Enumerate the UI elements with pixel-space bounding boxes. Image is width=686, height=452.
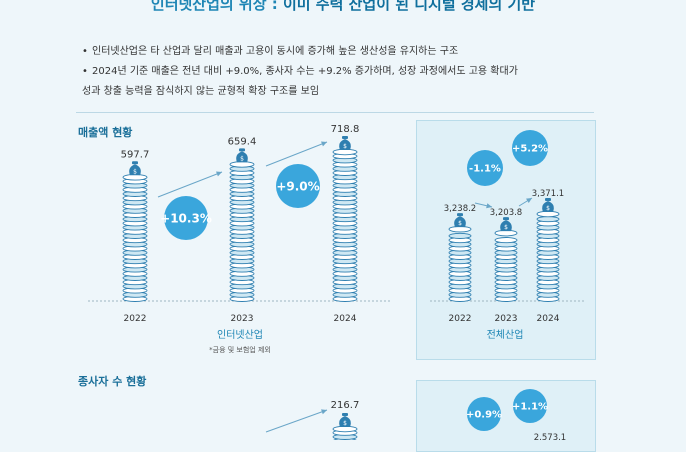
page-title: 인터넷산업의 위상 : 이미 주력 산업이 된 디지털 경제의 기반 bbox=[0, 0, 686, 14]
intro-bullet-2-line-1: 2024년 기준 매출은 전년 대비 +9.0%, 종사자 수는 +9.2% 증… bbox=[92, 66, 518, 77]
chart1-xlabel: 인터넷산업 bbox=[217, 328, 263, 341]
chart1-bar-2022: $ bbox=[122, 161, 148, 302]
chart1-value-label-2024: 718.8 bbox=[331, 124, 360, 135]
chart1-tick-2022: 2022 bbox=[124, 314, 147, 324]
svg-text:+9.0%: +9.0% bbox=[276, 179, 319, 193]
chart1-value-label-2022: 597.7 bbox=[121, 149, 150, 160]
svg-text:$: $ bbox=[133, 168, 137, 175]
intro-bullet-2-cont: 성과 창출 능력을 잠식하지 않는 균형적 확장 구조를 보임 bbox=[82, 82, 622, 102]
chart1-tick-2024: 2024 bbox=[334, 314, 357, 324]
chart3-bar-2024: $ bbox=[332, 413, 358, 440]
svg-text:+0.9%: +0.9% bbox=[466, 410, 502, 421]
svg-text:-1.1%: -1.1% bbox=[469, 164, 501, 175]
chart2-xlabel: 전체산업 bbox=[487, 328, 524, 341]
chart2-bar-2024: $ bbox=[536, 198, 560, 302]
chart2-value-label-2023: 3,203.8 bbox=[490, 208, 522, 218]
chart4-growth-bubble-1: +0.9% bbox=[466, 397, 502, 431]
chart2-growth-arrow-1 bbox=[474, 202, 493, 209]
svg-text:+5.2%: +5.2% bbox=[512, 144, 548, 155]
chart1-growth-arrow-1 bbox=[157, 171, 223, 198]
chart2-growth-arrow-2 bbox=[518, 197, 533, 207]
intro-bullet-1: 인터넷산업은 타 산업과 달리 매출과 고용이 동시에 증가해 높은 생산성을 … bbox=[82, 42, 622, 62]
chart-canvas: $597.7 2022 $659.4 2023 $718.8 2024 +10.3% +9.0… bbox=[88, 124, 585, 440]
chart1-growth-bubble-1: +10.3% bbox=[160, 196, 212, 240]
chart2-bar-2023: $ bbox=[494, 217, 518, 302]
svg-text:+10.3%: +10.3% bbox=[160, 211, 212, 225]
employee-section-title: 종사자 수 현황 bbox=[78, 375, 147, 388]
chart2-value-label-2022: 3,238.2 bbox=[444, 204, 476, 214]
chart2-tick-2023: 2023 bbox=[495, 314, 518, 324]
chart3-growth-arrow bbox=[265, 409, 328, 433]
intro-bullet-2: 2024년 기준 매출은 전년 대비 +9.0%, 종사자 수는 +9.2% 증… bbox=[82, 62, 622, 82]
title-prefix: 인터넷산업의 위상 : bbox=[150, 0, 283, 13]
chart2-growth-bubble-1: -1.1% bbox=[467, 150, 503, 186]
section-divider bbox=[76, 112, 594, 113]
chart1-bar-2023: $ bbox=[229, 148, 255, 302]
chart4-growth-bubble-2: +1.1% bbox=[512, 389, 548, 423]
chart4-value-label-2024: 2,573.1 bbox=[534, 433, 566, 440]
svg-text:+1.1%: +1.1% bbox=[512, 402, 548, 413]
svg-text:$: $ bbox=[343, 420, 347, 427]
svg-text:$: $ bbox=[343, 143, 347, 150]
svg-text:$: $ bbox=[458, 220, 462, 227]
chart2-value-label-2024: 3,371.1 bbox=[532, 189, 564, 199]
svg-text:$: $ bbox=[546, 205, 550, 212]
chart1-value-label-2023: 659.4 bbox=[228, 136, 257, 147]
chart1-growth-arrow-2 bbox=[265, 141, 328, 167]
chart2-tick-2022: 2022 bbox=[449, 314, 472, 324]
revenue-section-title: 매출액 현황 bbox=[78, 126, 133, 139]
chart2-bar-2022: $ bbox=[448, 213, 472, 302]
chart3-value-label-2024: 216.7 bbox=[331, 400, 360, 411]
title-emphasis: 이미 주력 산업이 된 디지털 경제의 기반 bbox=[282, 0, 536, 13]
chart2-tick-2024: 2024 bbox=[537, 314, 560, 324]
chart1-growth-bubble-2: +9.0% bbox=[276, 164, 320, 208]
intro-bullets: 인터넷산업은 타 산업과 달리 매출과 고용이 동시에 증가해 높은 생산성을 … bbox=[82, 42, 622, 102]
chart1-tick-2023: 2023 bbox=[231, 314, 254, 324]
intro-bullet-1-text: 인터넷산업은 타 산업과 달리 매출과 고용이 동시에 증가해 높은 생산성을 … bbox=[92, 46, 459, 57]
intro-bullet-2-line-2: 성과 창출 능력을 잠식하지 않는 균형적 확장 구조를 보임 bbox=[82, 86, 320, 97]
chart1-note: *금융 및 보험업 제외 bbox=[209, 345, 271, 354]
chart1-bar-2024: $ bbox=[332, 136, 358, 302]
svg-text:$: $ bbox=[504, 224, 508, 231]
chart2-growth-bubble-2: +5.2% bbox=[512, 130, 548, 166]
svg-text:$: $ bbox=[240, 155, 244, 162]
